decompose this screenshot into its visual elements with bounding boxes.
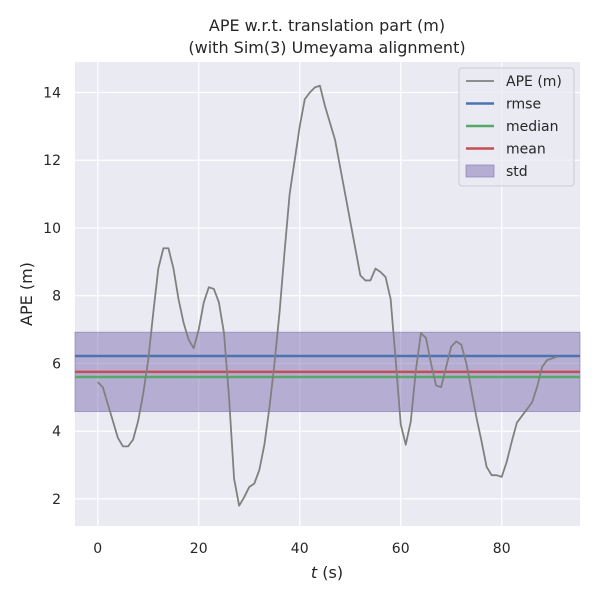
ape-series-line (97, 84, 558, 507)
legend-label-rmse: rmse (506, 97, 541, 113)
x-tick-label: 0 (93, 541, 102, 557)
x-tick-label: 40 (291, 541, 309, 557)
y-tick-label: 10 (43, 221, 61, 237)
legend-label-median: median (506, 119, 558, 135)
x-ticks: 0 20 40 60 80 (93, 541, 510, 557)
x-tick-label: 80 (493, 541, 511, 557)
legend-items: APE (m) rmse median mean std (465, 74, 562, 180)
legend-swatch-std (465, 164, 495, 178)
legend: APE (m) rmse median mean std (458, 67, 575, 187)
reference-lines (75, 354, 580, 379)
y-tick-label: 2 (52, 492, 61, 508)
legend-label-mean: mean (506, 142, 546, 158)
y-tick-label: 14 (43, 85, 61, 101)
y-tick-label: 4 (52, 424, 61, 440)
y-ticks: 2 4 6 8 10 12 14 (43, 85, 61, 507)
chart-title: APE w.r.t. translation part (m) (209, 16, 445, 35)
legend-label-ape-m: APE (m) (506, 74, 562, 90)
y-tick-label: 8 (52, 289, 61, 305)
y-tick-label: 12 (43, 153, 61, 169)
y-axis-title: APE (m) (17, 262, 36, 326)
series-layer (97, 84, 558, 507)
x-tick-label: 20 (190, 541, 208, 557)
legend-box (458, 67, 575, 187)
x-axis-title: t (s) (311, 563, 343, 582)
legend-label-std: std (506, 164, 528, 180)
x-tick-label: 60 (392, 541, 410, 557)
chart-subtitle: (with Sim(3) Umeyama alignment) (188, 38, 465, 57)
y-tick-label: 6 (52, 356, 61, 372)
